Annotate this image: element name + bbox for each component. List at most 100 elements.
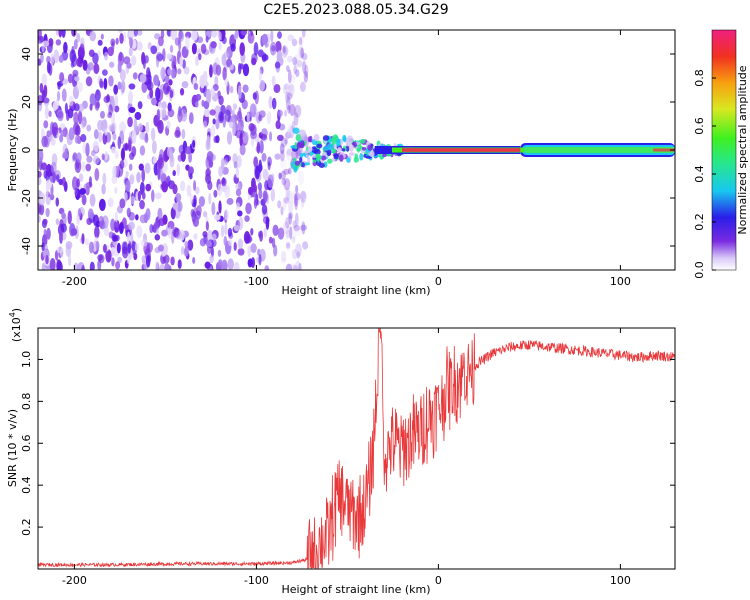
noise-cell (114, 94, 119, 107)
noise-cell (72, 69, 79, 77)
noise-cell (128, 163, 133, 171)
noise-cell (202, 211, 208, 218)
noise-cell (59, 134, 64, 143)
noise-cell (291, 38, 298, 47)
transition-cell (353, 156, 359, 163)
noise-cell (127, 116, 133, 128)
noise-cell (69, 49, 77, 63)
snr-x-label: Height of straight line (km) (281, 583, 430, 596)
noise-cell (81, 194, 87, 206)
noise-cell (93, 214, 100, 227)
noise-cell (275, 41, 282, 53)
noise-cell (215, 118, 220, 130)
noise-cell (281, 45, 288, 58)
transition-cell (333, 153, 339, 160)
noise-cell (233, 241, 237, 251)
noise-cell (285, 190, 293, 201)
noise-cell (61, 30, 66, 38)
noise-cell (201, 99, 205, 107)
noise-cell (128, 83, 136, 90)
noise-cell (295, 260, 301, 270)
noise-cell (177, 259, 182, 269)
noise-cell (73, 39, 78, 50)
noise-cell (176, 163, 181, 176)
noise-cell (77, 110, 83, 125)
noise-cell (206, 134, 210, 149)
noise-cell (258, 110, 266, 118)
noise-cell (180, 246, 185, 255)
noise-cell (162, 82, 170, 95)
noise-cell (209, 254, 214, 264)
noise-cell (141, 191, 146, 200)
noise-cell (257, 182, 263, 191)
noise-cell (89, 193, 96, 207)
noise-cell (200, 43, 207, 54)
noise-cell (193, 180, 197, 191)
noise-cell (137, 122, 143, 132)
noise-cell (255, 165, 260, 180)
noise-cell (276, 134, 284, 142)
noise-cell (280, 206, 284, 216)
noise-cell (235, 183, 241, 190)
noise-cell (73, 262, 79, 270)
transition-cell (305, 154, 310, 158)
noise-cell (285, 229, 290, 239)
noise-cell (97, 39, 103, 46)
snr-y-tick-label: 0.8 (20, 393, 33, 411)
chart-title: C2E5.2023.088.05.34.G29 (263, 2, 448, 18)
noise-cell (117, 61, 122, 73)
noise-cell (280, 150, 285, 162)
noise-cell (292, 220, 297, 229)
noise-cell (236, 155, 242, 168)
noise-cell (290, 74, 296, 83)
noise-cell (74, 159, 82, 174)
noise-cell (116, 242, 121, 254)
noise-cell (224, 109, 231, 123)
noise-cell (288, 84, 294, 92)
noise-cell (261, 204, 268, 215)
noise-cell (237, 85, 242, 100)
noise-cell (128, 221, 135, 231)
colorbar-tick-label: 0.4 (693, 165, 706, 183)
noise-cell (284, 81, 291, 96)
transition-cell (330, 136, 337, 145)
noise-cell (296, 194, 301, 205)
noise-cell (172, 227, 180, 238)
noise-cell (206, 150, 214, 162)
noise-cell (271, 97, 277, 110)
noise-cell (215, 64, 222, 76)
noise-cell (233, 31, 239, 40)
colorbar-tick-label: 0.0 (693, 261, 706, 279)
noise-cell (85, 142, 90, 157)
transition-cell (322, 135, 330, 141)
noise-cell (179, 180, 186, 192)
noise-cell (203, 120, 208, 129)
noise-cell (170, 256, 175, 266)
noise-cell (38, 149, 44, 162)
noise-cell (94, 225, 100, 239)
transition-cell (299, 129, 307, 137)
noise-cell (95, 101, 100, 109)
noise-cell (172, 202, 179, 210)
noise-cell (284, 137, 289, 145)
noise-cell (282, 46, 289, 56)
noise-cell (158, 218, 166, 227)
noise-cell (217, 183, 223, 196)
noise-cell (151, 189, 155, 203)
noise-cell (294, 104, 302, 118)
noise-cell (166, 53, 172, 60)
noise-cell (244, 215, 250, 222)
noise-cell (286, 65, 290, 73)
noise-cell (119, 33, 124, 44)
transition-cell (307, 146, 313, 152)
transition-cell (307, 156, 311, 164)
noise-cell (228, 238, 233, 246)
noise-cell (144, 55, 149, 64)
noise-cell (117, 256, 123, 264)
noise-cell (90, 150, 96, 157)
noise-cell (68, 255, 72, 267)
noise-cell (81, 233, 85, 245)
noise-cell (156, 109, 161, 122)
noise-cell (221, 177, 227, 187)
